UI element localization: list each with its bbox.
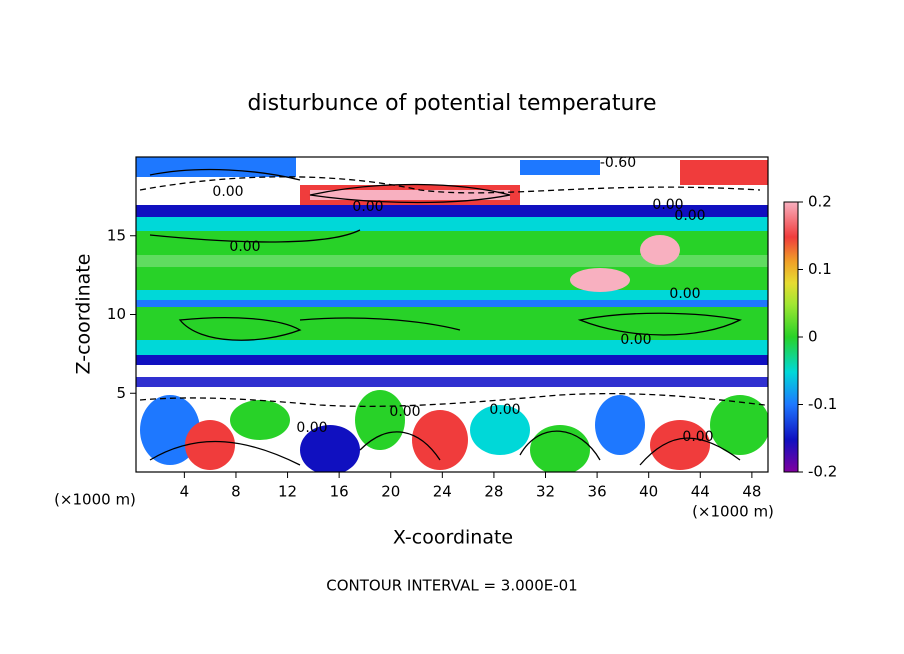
- x-tick-label: 8: [231, 483, 241, 501]
- y-tick-label: 5: [116, 384, 126, 402]
- x-axis-label: X-coordinate: [393, 527, 513, 549]
- x-tick-label: 48: [742, 483, 761, 501]
- y-tick-label: 15: [107, 226, 126, 244]
- contour-label: -0.60: [600, 155, 636, 171]
- contour-label: 0.00: [229, 239, 260, 255]
- contour-label: 0.00: [620, 332, 651, 348]
- field: [136, 157, 768, 472]
- x-tick-label: 20: [381, 483, 400, 501]
- x-tick-label: 36: [588, 483, 607, 501]
- contour-label: 0.00: [682, 429, 713, 445]
- contour-label: 0.00: [212, 184, 243, 200]
- x-tick-label: 24: [433, 483, 452, 501]
- x-tick-label: 44: [691, 483, 710, 501]
- x-unit: (×1000 m): [692, 503, 774, 521]
- contour-label: 0.00: [296, 420, 327, 436]
- contour-label: 0.00: [669, 286, 700, 302]
- colorbar: [783, 201, 799, 473]
- colorbar-tick-label: -0.1: [808, 395, 837, 413]
- y-axis-label: Z-coordinate: [73, 254, 95, 375]
- contour-label: 0.00: [489, 402, 520, 418]
- contour-label: 0.00: [389, 404, 420, 420]
- y-unit: (×1000 m): [54, 491, 136, 509]
- colorbar-tick-label: 0.1: [808, 260, 832, 278]
- contour-label: 0.00: [652, 197, 683, 213]
- x-tick-label: 28: [484, 483, 503, 501]
- x-tick-label: 4: [180, 483, 190, 501]
- contour-label: 0.00: [352, 199, 383, 215]
- contour-label: 0.00: [674, 208, 705, 224]
- x-tick-label: 16: [330, 483, 349, 501]
- footer: CONTOUR INTERVAL = 3.000E-01: [326, 577, 577, 595]
- x-tick-label: 32: [536, 483, 555, 501]
- colorbar-tick-label: 0: [808, 328, 818, 346]
- y-tick-label: 10: [107, 305, 126, 323]
- colorbar-tick-label: 0.2: [808, 193, 832, 211]
- x-tick-label: 40: [639, 483, 658, 501]
- colorbar-tick-label: -0.2: [808, 463, 837, 481]
- chart-title: disturbunce of potential temperature: [248, 91, 657, 116]
- x-tick-label: 12: [278, 483, 297, 501]
